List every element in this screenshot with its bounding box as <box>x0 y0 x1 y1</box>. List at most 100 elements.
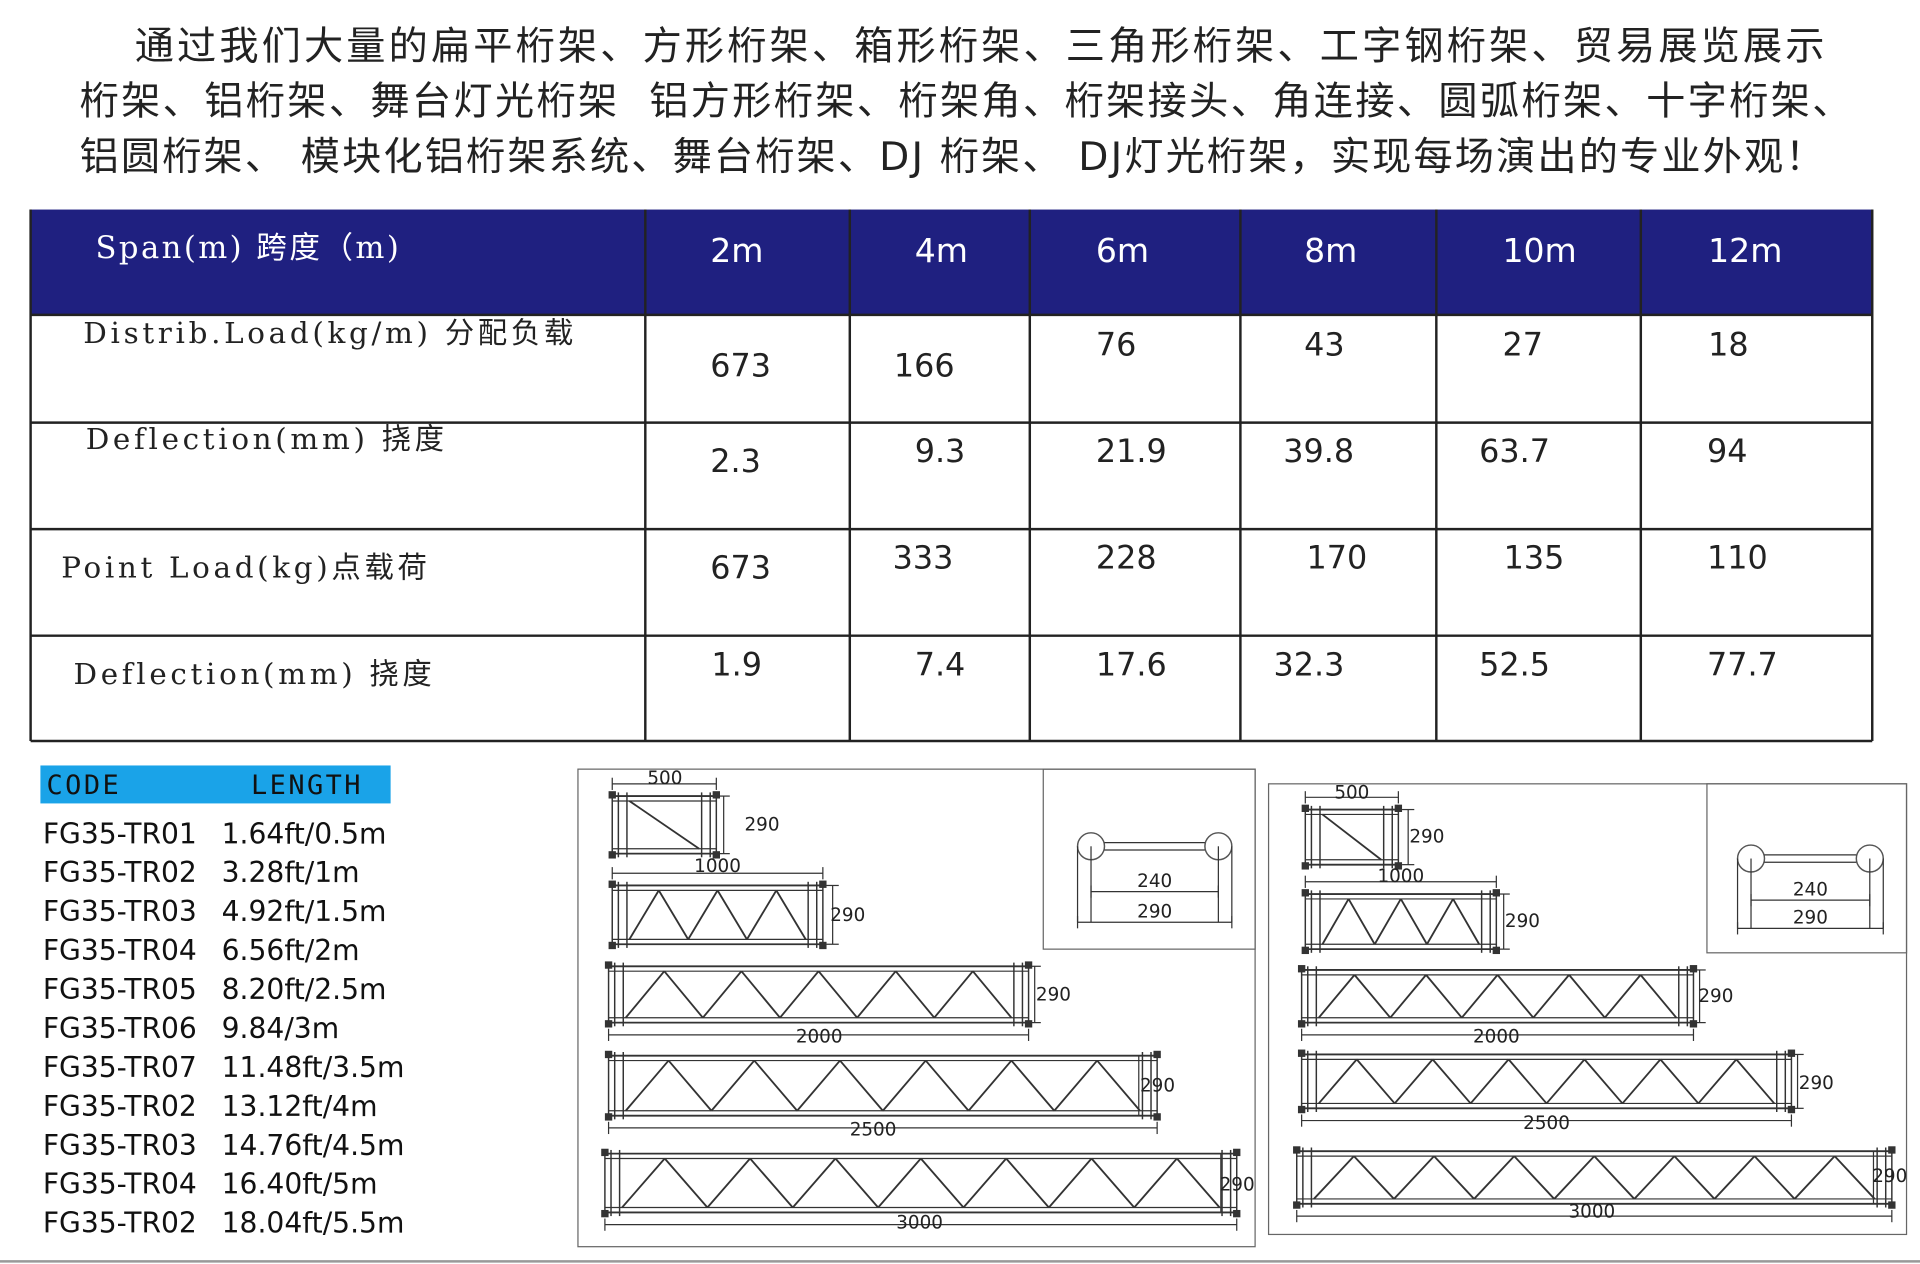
truss-diagonal <box>1568 974 1606 1019</box>
table-cell: 1.9 <box>711 645 762 683</box>
intro-line: 桁架、铝桁架、舞台灯光桁架 铝方形桁架、桁架角、桁架接头、角连接、圆弧桁架、十字… <box>80 80 1852 125</box>
truss-diagonal <box>972 970 1013 1019</box>
truss-diagonal <box>1496 974 1535 1019</box>
table-cell: 32.3 <box>1273 645 1344 683</box>
truss-diagonal <box>1452 898 1480 945</box>
table-header-cell: 6m <box>1096 231 1149 270</box>
code: FG35-TR02 <box>43 1207 197 1240</box>
table-header-cell: 2m <box>710 231 763 270</box>
truss-diagonal <box>920 1157 965 1209</box>
truss-diagonal <box>792 1157 837 1209</box>
truss-diagonal <box>1426 898 1454 945</box>
dimension-label: 1000 <box>1377 866 1424 887</box>
truss-diagonal <box>1400 898 1428 945</box>
dimension-label: 500 <box>647 768 682 789</box>
truss-diagonal <box>1793 1155 1836 1200</box>
row-label: Point Load(kg)点载荷 <box>61 551 430 585</box>
truss-diagonal <box>1621 1058 1662 1105</box>
truss-diagonal <box>1431 1058 1472 1105</box>
truss-bolt <box>712 791 720 799</box>
truss-bolt <box>1024 961 1033 969</box>
dimension-label: 290 <box>1036 985 1071 1006</box>
length: 4.92ft/1.5m <box>222 895 387 928</box>
truss-diagonal <box>1053 1059 1098 1112</box>
table-cell: 673 <box>710 347 771 385</box>
truss-diagonal <box>834 1157 879 1209</box>
truss-bolt <box>1888 1146 1896 1154</box>
code: FG35-TR07 <box>43 1051 197 1084</box>
truss-diagonal <box>1673 1155 1716 1200</box>
truss-diagonal <box>1005 1157 1050 1209</box>
truss-bolt <box>1293 1146 1301 1154</box>
truss-diagonal <box>1048 1157 1093 1209</box>
truss-diagonal <box>775 889 807 940</box>
code: FG35-TR04 <box>43 934 197 967</box>
table-header-bg <box>30 209 1873 315</box>
table-cell: 166 <box>894 347 955 385</box>
truss-diagonal <box>1321 813 1382 861</box>
truss-bolt <box>1293 1201 1301 1209</box>
truss-diagonal <box>1473 1155 1515 1200</box>
truss-bolt <box>1297 1105 1306 1114</box>
code: FG35-TR02 <box>43 1090 197 1123</box>
truss-bolt <box>1689 1020 1698 1028</box>
row-label-box: Distrib.Load(kg/m) 分配负载 <box>83 316 573 350</box>
truss-bolt <box>1492 946 1500 955</box>
table-cell: 673 <box>710 549 771 587</box>
truss-diagonal <box>1507 1058 1548 1105</box>
truss-diagonal <box>664 1157 709 1209</box>
table-cell: 43 <box>1304 326 1345 364</box>
table-cell: 17.6 <box>1096 645 1167 683</box>
intro-line: 铝圆桁架、 模块化铝桁架系统、舞台桁架、DJ 桁架、 DJ灯光桁架，实现每场演出… <box>80 135 1825 180</box>
table-cell: 333 <box>893 539 954 577</box>
truss-diagonal <box>1833 1155 1876 1200</box>
truss-diagonal <box>1433 1155 1475 1200</box>
truss-diagonal <box>967 1059 1013 1112</box>
dimension-label: 240 <box>1137 871 1172 892</box>
table-header-cell: 8m <box>1304 231 1357 270</box>
truss-bolt <box>608 941 616 950</box>
truss-bolt <box>819 880 827 888</box>
truss-bolt <box>1492 889 1500 897</box>
truss-diagonal <box>1393 1058 1434 1105</box>
table-cell: 63.7 <box>1479 432 1550 470</box>
truss-bolt <box>1233 1148 1241 1157</box>
dimension-label: 290 <box>1505 911 1540 932</box>
truss-diagonal <box>628 889 660 940</box>
dimension-label: 2000 <box>796 1026 843 1047</box>
truss-bolt <box>1301 862 1309 870</box>
table-cell: 94 <box>1707 432 1748 470</box>
cross-section-frame <box>1706 783 1908 954</box>
truss-diagonal <box>625 1059 670 1112</box>
truss-diagonal <box>1133 1157 1178 1209</box>
truss-diagonal <box>716 889 748 940</box>
dimension-label: 290 <box>1140 1075 1175 1096</box>
truss-diagonal <box>710 1059 755 1112</box>
length: 18.04ft/5.5m <box>222 1207 405 1240</box>
truss-bolt <box>1888 1201 1896 1209</box>
dimension-label: 290 <box>1872 1166 1907 1187</box>
table-header-cell: Span(m) 跨度（m) <box>96 231 402 266</box>
truss-bolt <box>604 961 613 969</box>
truss-diagonal <box>1593 1155 1636 1200</box>
table-cell: 2.3 <box>710 442 761 480</box>
truss-diagonal <box>663 970 704 1019</box>
truss-bolt <box>1301 804 1309 812</box>
truss-diagonal <box>933 970 974 1019</box>
truss-diagonal <box>1713 1155 1756 1200</box>
dimension-label: 290 <box>744 814 779 835</box>
table-cell: 170 <box>1307 539 1368 577</box>
truss-diagonal <box>1639 974 1678 1019</box>
truss-bolt <box>1301 946 1309 955</box>
table-cell: 77.7 <box>1707 645 1778 683</box>
truss-diagonal <box>1389 974 1427 1019</box>
truss-diagonal <box>779 970 820 1019</box>
truss-diagonal <box>1347 898 1376 945</box>
dimension-label: 290 <box>1799 1073 1834 1094</box>
truss-diagonal <box>746 889 778 940</box>
truss-bolt <box>1689 965 1698 973</box>
truss-diagonal <box>796 1059 841 1112</box>
truss-diagonal <box>753 1059 798 1112</box>
truss-diagonal <box>817 970 858 1019</box>
truss-diagonal <box>1090 1157 1135 1209</box>
